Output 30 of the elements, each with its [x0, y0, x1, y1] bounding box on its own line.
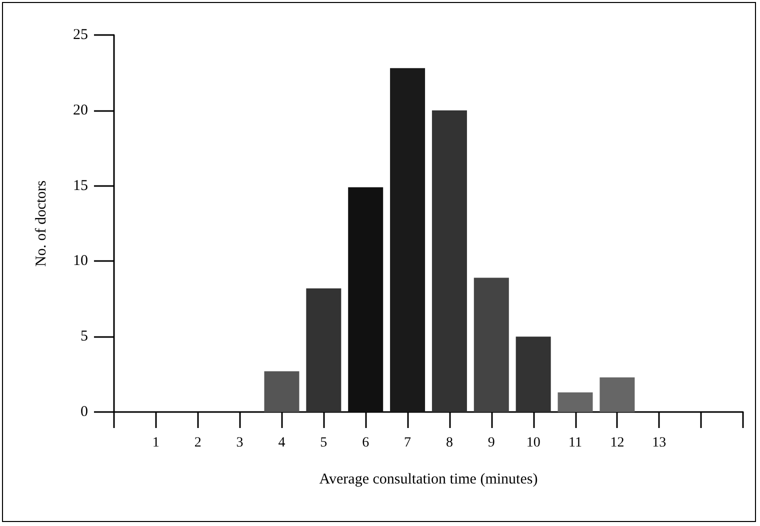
x-axis-title: Average consultation time (minutes): [319, 472, 538, 488]
x-tick-label: 2: [194, 436, 202, 450]
bar: [390, 68, 426, 412]
y-tick-label: 20: [73, 102, 88, 118]
x-tick-label: 4: [278, 436, 286, 450]
x-tick-label: 7: [404, 436, 412, 450]
bar: [600, 377, 635, 412]
bar: [264, 371, 300, 412]
y-tick-label: 10: [73, 253, 88, 270]
x-tick-label: 5: [320, 436, 328, 450]
x-tick-label: 6: [362, 436, 370, 450]
x-tick-label: 12: [610, 436, 624, 450]
x-tick-label: 13: [652, 436, 666, 450]
bar: [348, 187, 384, 412]
y-tick-label: 25: [73, 27, 88, 43]
bar: [432, 110, 467, 412]
bar: [516, 336, 551, 412]
bar: [474, 278, 509, 412]
y-tick-label: 0: [80, 404, 88, 420]
x-tick-label: 8: [446, 436, 453, 450]
x-tick-label: 11: [568, 436, 582, 450]
x-tick-label: 10: [526, 436, 540, 450]
y-tick-label: 5: [80, 328, 88, 345]
x-tick-label: 1: [152, 436, 160, 450]
bar: [306, 288, 342, 412]
bar: [558, 392, 593, 412]
y-axis-title: No. of doctors: [34, 180, 50, 267]
x-tick-label: 9: [488, 436, 495, 450]
x-tick-label: 3: [236, 436, 244, 450]
y-tick-label: 15: [73, 178, 88, 194]
